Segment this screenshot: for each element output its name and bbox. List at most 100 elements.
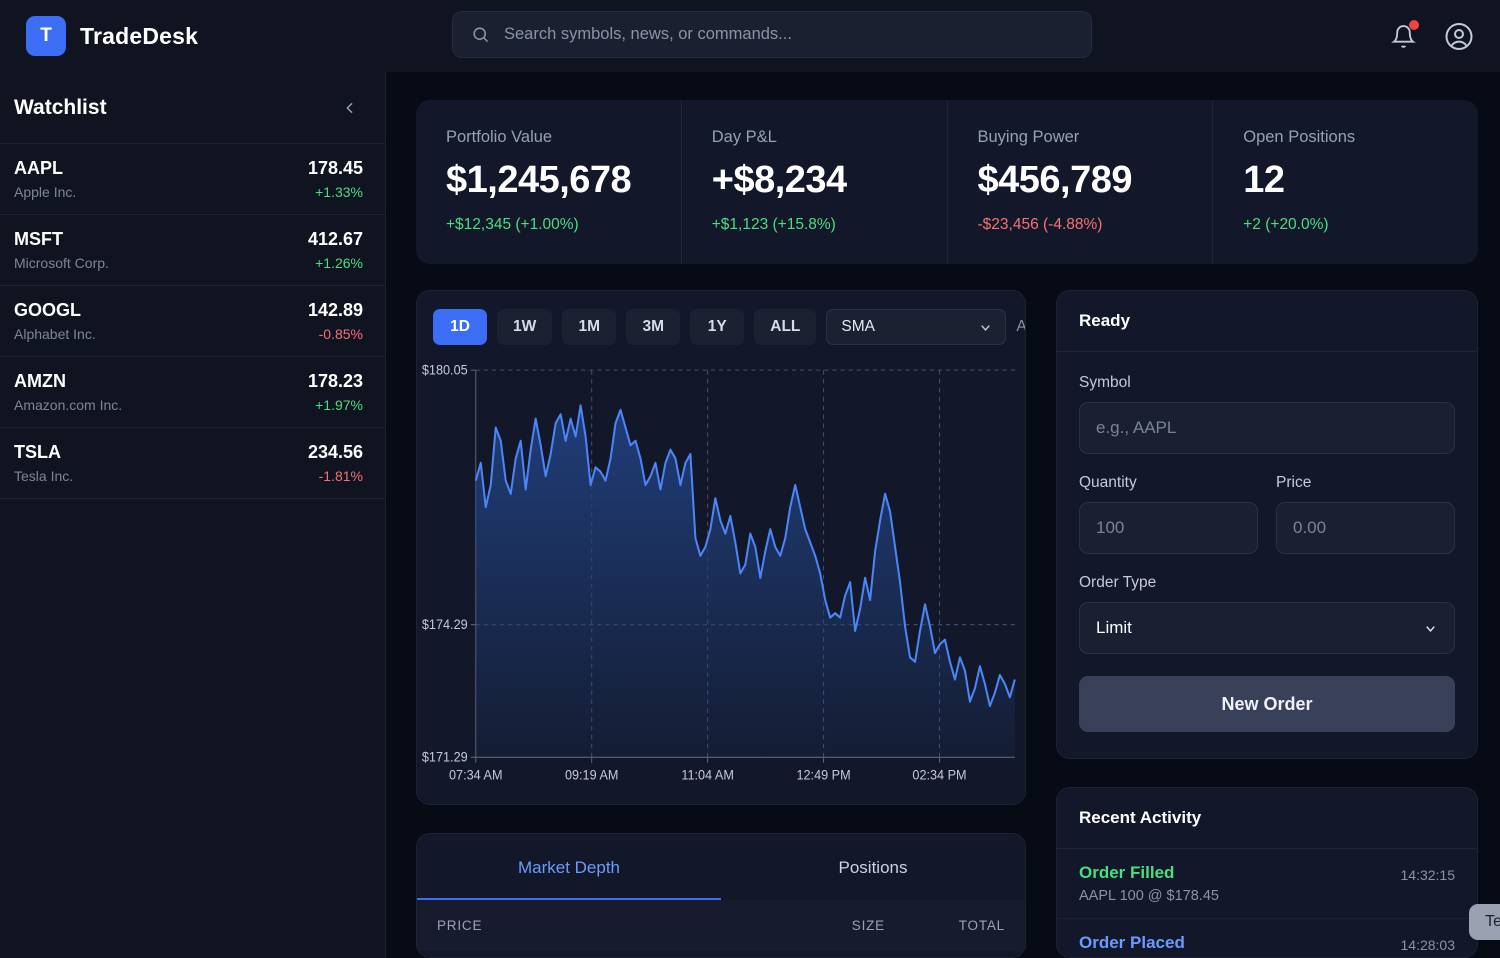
- watchlist-symbol: AMZN: [14, 371, 66, 391]
- svg-text:07:34 AM: 07:34 AM: [449, 767, 503, 783]
- watchlist-change: +1.97%: [315, 397, 363, 413]
- search-placeholder: Search symbols, news, or commands...: [504, 25, 792, 43]
- top-bar: T TradeDesk Search symbols, news, or com…: [0, 0, 1500, 72]
- top-actions: [1388, 0, 1474, 72]
- order-type-group: Order Type Limit: [1079, 574, 1455, 654]
- stat-delta: -$23,456 (-4.88%): [977, 216, 1103, 233]
- stat-cards: Portfolio Value $1,245,678 +$12,345 (+1.00…: [416, 100, 1478, 264]
- price-chart-svg: $180.05 $174.29 $171.29 07:34 AM 09:19 AM 11:…: [422, 362, 1016, 783]
- timeframe-button-1w[interactable]: 1W: [497, 309, 553, 345]
- quantity-input[interactable]: 100: [1079, 502, 1258, 554]
- column-header-price: PRICE: [437, 918, 483, 933]
- order-entry-panel: Ready Symbol e.g., AAPL Quantity 100 P: [1056, 290, 1478, 759]
- activity-row[interactable]: Order PlacedMSFT 50 @ $412.50 Limit14:28…: [1057, 919, 1477, 957]
- timeframe-button-3m[interactable]: 3M: [626, 309, 681, 345]
- watchlist-symbol: TSLA: [14, 442, 61, 462]
- watchlist-items: AAPL Apple Inc. 178.45 +1.33% MSFT Microsoft …: [0, 144, 385, 499]
- stat-card: Open Positions 12 +2 (+20.0%): [1213, 100, 1478, 264]
- chevron-down-icon: [981, 324, 991, 331]
- indicator-select[interactable]: SMA: [826, 309, 1007, 345]
- indicator-value: SMA: [841, 318, 875, 335]
- watchlist-row[interactable]: AAPL Apple Inc. 178.45 +1.33%: [0, 144, 385, 215]
- bell-icon: [1390, 24, 1416, 48]
- stat-value: 12: [1243, 159, 1285, 201]
- svg-text:$180.05: $180.05: [422, 362, 468, 378]
- recent-activity-title: Recent Activity: [1057, 788, 1477, 849]
- floating-action-pill[interactable]: Te: [1469, 904, 1500, 940]
- svg-text:02:34 PM: 02:34 PM: [912, 767, 966, 783]
- watchlist-change: -0.85%: [318, 326, 363, 342]
- svg-text:$171.29: $171.29: [422, 749, 468, 765]
- svg-text:09:19 AM: 09:19 AM: [565, 767, 619, 783]
- column-header-size: SIZE: [851, 918, 885, 933]
- watchlist-change: +1.33%: [315, 184, 363, 200]
- price-input[interactable]: 0.00: [1276, 502, 1455, 554]
- recent-activity-panel: Recent Activity Order Filled AAPL 100 @ $…: [1056, 787, 1478, 958]
- watchlist-row[interactable]: TSLA Tesla Inc. 234.56 -1.81%: [0, 428, 385, 499]
- watchlist-symbol: MSFT: [14, 229, 63, 249]
- activity-detail: AAPL 100 @ $178.45: [1079, 888, 1219, 904]
- new-order-button[interactable]: New Order: [1079, 676, 1455, 732]
- activity-time: 14:28:03: [1400, 937, 1456, 953]
- stat-delta: +$12,345 (+1.00%): [446, 216, 579, 233]
- stat-value: +$8,234: [711, 159, 847, 201]
- symbol-label: Symbol: [1079, 374, 1131, 391]
- stat-card: Portfolio Value $1,245,678 +$12,345 (+1.00…: [416, 100, 682, 264]
- watchlist-change: -1.81%: [318, 468, 363, 484]
- search-input[interactable]: Search symbols, news, or commands...: [452, 11, 1092, 58]
- watchlist-row[interactable]: AMZN Amazon.com Inc. 178.23 +1.97%: [0, 357, 385, 428]
- watchlist-price: 234.56: [307, 442, 363, 462]
- watchlist-symbol: GOOGL: [14, 300, 81, 320]
- timeframe-button-1y[interactable]: 1Y: [690, 309, 745, 345]
- price-label: Price: [1276, 474, 1312, 491]
- stat-delta: +2 (+20.0%): [1243, 216, 1329, 233]
- watchlist-row[interactable]: GOOGL Alphabet Inc. 142.89 -0.85%: [0, 286, 385, 357]
- timeframe-button-1m[interactable]: 1M: [562, 309, 617, 345]
- stat-card: Day P&L +$8,234 +$1,123 (+15.8%): [682, 100, 948, 264]
- stat-card: Buying Power $456,789 -$23,456 (-4.88%): [948, 100, 1214, 264]
- watchlist-header: Watchlist: [0, 72, 385, 144]
- watchlist-price: 178.45: [307, 158, 363, 178]
- tab-market-depth[interactable]: Market Depth: [417, 834, 721, 900]
- activity-items: Order Filled AAPL 100 @ $178.45 14:32:15 Or…: [1057, 849, 1477, 957]
- main-content: Portfolio Value $1,245,678 +$12,345 (+1.00…: [386, 72, 1500, 958]
- timeframe-button-all[interactable]: ALL: [754, 309, 817, 345]
- chevron-left-icon: [346, 102, 353, 113]
- watchlist-symbol: AAPL: [14, 158, 63, 178]
- profile-button[interactable]: [1444, 21, 1474, 51]
- annotate-button[interactable]: Anno: [1016, 318, 1025, 336]
- notifications-button[interactable]: [1388, 20, 1419, 51]
- symbol-input[interactable]: e.g., AAPL: [1079, 402, 1455, 454]
- body: Watchlist AAPL Apple Inc. 178.45 +1.33% MSFT…: [0, 72, 1500, 958]
- qty-price-row: Quantity 100 Price 0.00: [1079, 474, 1455, 554]
- price-chart[interactable]: $180.05 $174.29 $171.29 07:34 AM 09:19 AM 11:…: [417, 359, 1025, 804]
- activity-row[interactable]: Order Filled AAPL 100 @ $178.45 14:32:15: [1057, 849, 1477, 919]
- watchlist-row[interactable]: MSFT Microsoft Corp. 412.67 +1.26%: [0, 215, 385, 286]
- svg-text:11:04 AM: 11:04 AM: [681, 767, 734, 783]
- brand[interactable]: T TradeDesk: [26, 16, 386, 56]
- order-form: Symbol e.g., AAPL Quantity 100 Price 0.0…: [1057, 352, 1477, 758]
- collapse-sidebar-button[interactable]: [337, 95, 363, 121]
- tab-positions[interactable]: Positions: [838, 858, 908, 877]
- depth-table-header: PRICE SIZE TOTAL: [417, 900, 1025, 951]
- stat-value: $1,245,678: [446, 159, 632, 201]
- activity-time: 14:32:15: [1400, 867, 1456, 883]
- svg-text:$174.29: $174.29: [422, 617, 468, 633]
- stat-delta: +$1,123 (+15.8%): [711, 216, 836, 233]
- order-status: Ready: [1057, 291, 1477, 352]
- svg-text:12:49 PM: 12:49 PM: [796, 767, 850, 783]
- order-type-select[interactable]: Limit: [1079, 602, 1455, 654]
- watchlist-company: Apple Inc.: [14, 184, 77, 200]
- watchlist-price: 412.67: [307, 229, 363, 249]
- user-avatar-icon: [1445, 22, 1473, 50]
- search-container: Search symbols, news, or commands...: [452, 11, 1092, 58]
- order-type-label: Order Type: [1079, 574, 1157, 591]
- timeframe-button-1d[interactable]: 1D: [433, 309, 487, 345]
- right-column: Ready Symbol e.g., AAPL Quantity 100 P: [1056, 290, 1478, 958]
- watchlist-sidebar: Watchlist AAPL Apple Inc. 178.45 +1.33% MSFT…: [0, 72, 386, 958]
- quantity-label: Quantity: [1079, 474, 1137, 491]
- search-icon: [471, 25, 490, 44]
